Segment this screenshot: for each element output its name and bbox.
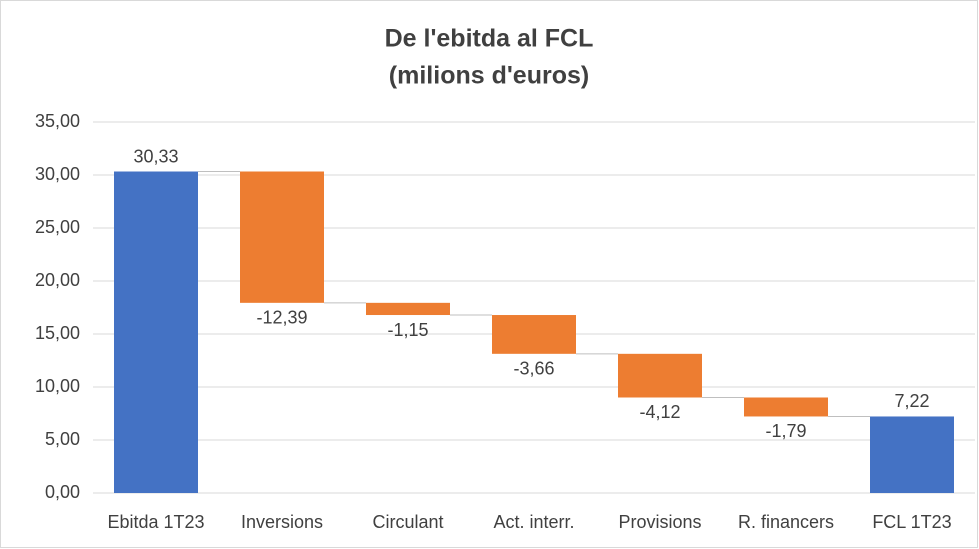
data-label: -12,39 (256, 308, 307, 328)
y-tick-label: 20,00 (35, 270, 80, 290)
bar (744, 397, 828, 417)
data-label: 30,33 (133, 146, 178, 166)
x-tick-label: Act. interr. (493, 512, 574, 532)
y-tick-label: 0,00 (45, 482, 80, 502)
chart-title: De l'ebitda al FCL (385, 25, 594, 53)
data-label: 7,22 (894, 391, 929, 411)
y-tick-label: 25,00 (35, 217, 80, 237)
bar (492, 315, 576, 354)
chart-subtitle: (milions d'euros) (389, 62, 589, 90)
y-tick-label: 5,00 (45, 429, 80, 449)
data-label: -1,15 (387, 320, 428, 340)
x-tick-label: Provisions (618, 512, 701, 532)
bar (366, 302, 450, 316)
data-label: -1,79 (765, 421, 806, 441)
y-tick-label: 30,00 (35, 164, 80, 184)
x-tick-label: FCL 1T23 (872, 512, 951, 532)
bar (618, 353, 702, 398)
y-tick-label: 15,00 (35, 323, 80, 343)
bar (114, 171, 198, 493)
bar (240, 171, 324, 303)
bar (870, 416, 954, 493)
x-tick-label: Inversions (241, 512, 323, 532)
x-tick-label: Ebitda 1T23 (107, 512, 204, 532)
data-label: -3,66 (513, 359, 554, 379)
y-tick-label: 10,00 (35, 376, 80, 396)
y-tick-label: 35,00 (35, 111, 80, 131)
data-label: -4,12 (639, 402, 680, 422)
x-tick-label: Circulant (372, 512, 443, 532)
x-tick-label: R. financers (738, 512, 834, 532)
